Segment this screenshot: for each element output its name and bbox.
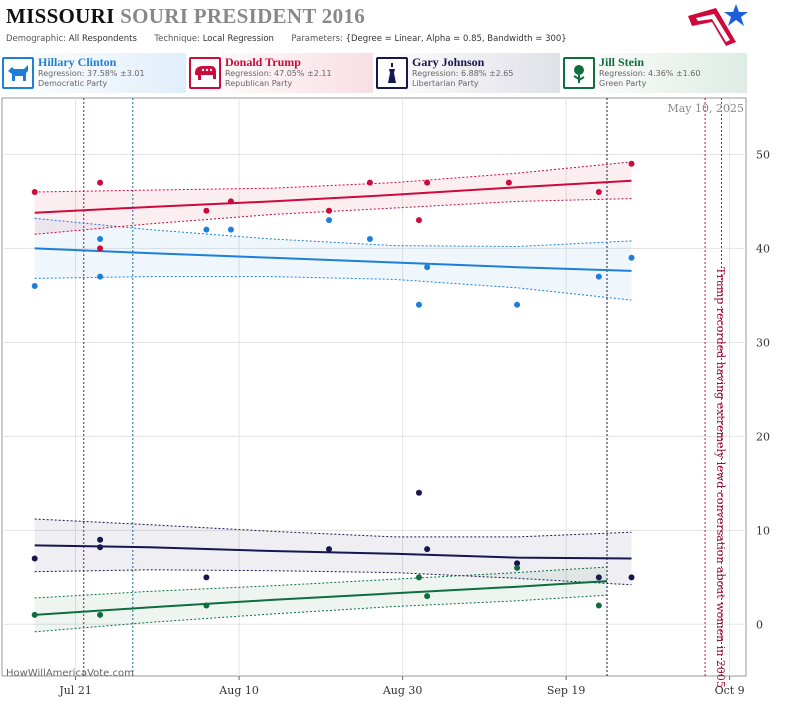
title-state: MISSOURI — [6, 4, 115, 28]
poll-point — [514, 564, 521, 571]
subtitle: Demographic: All Respondents Technique: … — [6, 34, 567, 44]
candidate-regression: Regression: 47.05% ±2.11 — [225, 69, 332, 78]
poll-point — [595, 574, 602, 581]
y-tick-label: 10 — [756, 524, 770, 537]
poll-point — [227, 226, 234, 233]
poll-chart: 0 10 20 30 40 50 Jul 21 Aug 10 Aug 30 Sep 19 Oct 9… — [1, 97, 770, 697]
candidate-regression: Regression: 37.58% ±3.01 — [38, 69, 145, 78]
candidate-name: Jill Stein — [599, 55, 645, 69]
x-tick-label: Aug 30 — [382, 684, 423, 697]
poll-point — [424, 264, 431, 271]
poll-point — [415, 301, 422, 308]
candidate-party: Democratic Party — [38, 79, 108, 88]
poll-point — [424, 179, 431, 186]
poll-point — [514, 301, 521, 308]
poll-point — [31, 555, 38, 562]
poll-point — [97, 536, 104, 543]
candidate-party: Green Party — [599, 79, 647, 88]
poll-point — [203, 602, 210, 609]
y-tick-label: 50 — [756, 148, 770, 161]
trend-line — [34, 247, 632, 272]
poll-point — [97, 179, 104, 186]
poll-point — [415, 489, 422, 496]
poll-point — [366, 235, 373, 242]
poll-point — [424, 546, 431, 553]
poll-point — [628, 574, 635, 581]
y-tick-label: 20 — [756, 430, 770, 443]
trend-line — [34, 544, 632, 560]
poll-point — [366, 179, 373, 186]
candidate-card-clinton[interactable]: Hillary Clinton Regression: 37.58% ±3.01… — [0, 53, 186, 93]
sunflower-icon — [563, 57, 595, 89]
lower-bound-line — [34, 276, 632, 301]
x-tick-label: Sep 19 — [547, 684, 586, 697]
candidate-legend: Hillary Clinton Regression: 37.58% ±3.01… — [0, 53, 789, 94]
demographic-label: Demographic: — [6, 34, 67, 44]
site-credit: HowWillAmericaVote.com — [6, 668, 134, 679]
candidate-regression: Regression: 6.88% ±2.65 — [412, 69, 514, 78]
candidate-card-stein[interactable]: Jill Stein Regression: 4.36% ±1.60 Green… — [561, 53, 747, 93]
poll-point — [595, 602, 602, 609]
elephant-icon — [189, 57, 221, 89]
poll-point — [595, 273, 602, 280]
donkey-icon — [2, 57, 34, 89]
candidate-regression: Regression: 4.36% ±1.60 — [599, 69, 701, 78]
chart-header: MISSOURI SOURI PRESIDENT 2016 Demographi… — [0, 0, 748, 52]
candidate-party: Republican Party — [225, 79, 293, 88]
poll-point — [203, 207, 210, 214]
x-tick-label: Jul 21 — [58, 684, 92, 697]
date-label: May 10, 2025 — [667, 102, 744, 115]
poll-point — [628, 160, 635, 167]
poll-point — [628, 254, 635, 261]
poll-point — [424, 593, 431, 600]
y-tick-label: 0 — [756, 618, 763, 631]
demographic-value: All Respondents — [68, 34, 137, 44]
poll-point — [203, 574, 210, 581]
y-tick-label: 30 — [756, 336, 770, 349]
poll-point — [595, 188, 602, 195]
plot-frame — [1, 97, 747, 677]
poll-point — [31, 611, 38, 618]
candidate-name: Donald Trump — [225, 55, 301, 69]
y-tick-label: 40 — [756, 242, 770, 255]
poll-point — [326, 207, 333, 214]
title-race: SOURI PRESIDENT 2016 — [120, 4, 365, 28]
upper-bound-line — [34, 518, 632, 538]
liberty-torch-icon — [376, 57, 408, 89]
lower-bound-line — [34, 569, 632, 586]
poll-point — [97, 611, 104, 618]
candidate-name: Gary Johnson — [412, 55, 485, 69]
event-annotation: Trump recorded having extremely lewd con… — [714, 267, 727, 688]
poll-point — [31, 188, 38, 195]
poll-point — [415, 217, 422, 224]
site-logo-icon — [688, 4, 748, 46]
poll-point — [97, 235, 104, 242]
poll-point — [227, 198, 234, 205]
x-tick-label: Aug 10 — [218, 684, 259, 697]
poll-point — [326, 546, 333, 553]
poll-point — [203, 226, 210, 233]
poll-point — [97, 245, 104, 252]
trend-line — [34, 179, 632, 214]
parameters-label: Parameters: — [291, 34, 343, 44]
candidate-card-johnson[interactable]: Gary Johnson Regression: 6.88% ±2.65 Lib… — [374, 53, 560, 93]
poll-point — [97, 544, 104, 551]
candidate-party: Libertarian Party — [412, 79, 479, 88]
page-title: MISSOURI SOURI PRESIDENT 2016 — [6, 4, 365, 29]
candidate-name: Hillary Clinton — [38, 55, 117, 69]
poll-point — [514, 560, 521, 567]
poll-point — [97, 273, 104, 280]
parameters-value: {Degree = Linear, Alpha = 0.85, Bandwidt… — [345, 34, 567, 44]
poll-point — [505, 179, 512, 186]
candidate-card-trump[interactable]: Donald Trump Regression: 47.05% ±2.11 Re… — [187, 53, 373, 93]
confidence-band — [34, 567, 607, 632]
trend-line — [34, 580, 608, 616]
x-tick-label: Oct 9 — [715, 684, 745, 697]
poll-point — [326, 217, 333, 224]
poll-point — [415, 574, 422, 581]
poll-point — [31, 282, 38, 289]
technique-value: Local Regression — [202, 34, 274, 44]
technique-label: Technique: — [154, 34, 201, 44]
